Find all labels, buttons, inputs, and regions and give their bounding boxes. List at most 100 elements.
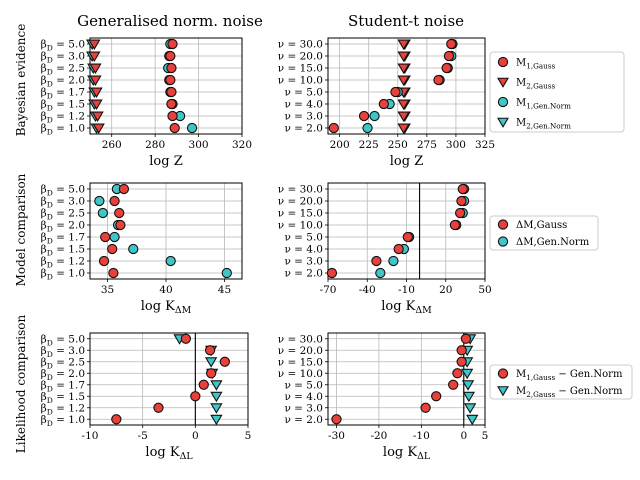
- column-title-gennorm: Generalised norm. noise: [77, 12, 263, 30]
- marker-gauss-circle: [460, 333, 472, 344]
- marker-gauss-circle: [166, 86, 177, 98]
- marker-gauss-circle: [100, 231, 111, 243]
- axes-frame: [327, 37, 486, 135]
- ytick-label: βD = 1.0: [41, 414, 85, 428]
- marker-gauss-circle: [371, 255, 382, 267]
- marker-gauss-circle: [390, 86, 401, 98]
- marker-gauss-circle: [331, 414, 342, 425]
- marker-gauss-circle: [452, 368, 463, 379]
- ytick-label: ν = 4.0: [284, 244, 323, 256]
- ytick-label: ν = 3.0: [284, 256, 323, 268]
- ytick-label: ν = 5.0: [284, 379, 323, 391]
- ytick-label: ν = 30.0: [278, 39, 323, 51]
- marker-gennorm-circle: [362, 122, 373, 134]
- ytick-label: βD = 2.5: [41, 63, 85, 77]
- marker-gennorm-circle: [165, 255, 176, 267]
- marker-gennorm-triangle: [461, 368, 474, 380]
- marker-gennorm-circle: [186, 122, 198, 134]
- legend-1: ΔM,Gauss ΔM,Gen.Norm: [489, 215, 599, 251]
- marker-gauss-triangle: [397, 63, 410, 75]
- xtick-label: -10: [82, 430, 99, 442]
- marker-gauss-circle: [378, 98, 389, 110]
- legend-box: [489, 51, 625, 133]
- marker-gauss-circle: [167, 110, 178, 122]
- ytick-label: βD = 1.2: [41, 402, 85, 416]
- marker-gauss-triangle: [89, 75, 102, 87]
- marker-gauss-circle: [107, 243, 118, 255]
- ytick-label: ν = 20.0: [278, 51, 323, 63]
- ytick-label: ν = 30.0: [278, 333, 323, 345]
- marker-gauss-triangle: [397, 75, 410, 87]
- legend-marker-triangle: [497, 77, 509, 88]
- ytick-label: βD = 3.0: [41, 196, 85, 210]
- marker-gauss-triangle: [397, 111, 410, 123]
- marker-gauss-circle: [433, 74, 444, 86]
- legend-label: M1,Gauss: [516, 58, 555, 71]
- marker-gauss-circle: [190, 391, 201, 402]
- ytick-label: βD = 2.5: [41, 356, 85, 370]
- ytick-label: βD = 1.2: [41, 111, 85, 125]
- ytick-label: βD = 1.0: [41, 123, 85, 137]
- ytick-label: ν = 10.0: [278, 220, 323, 232]
- ytick-label: βD = 1.7: [41, 379, 85, 393]
- legend-label: M1,Gen.Norm: [516, 98, 571, 111]
- xtick-label: 40: [159, 284, 172, 296]
- panel-likelihood-gennorm: βD = 1.0βD = 1.2βD = 1.5βD = 1.7βD = 2.0…: [41, 332, 251, 462]
- marker-gauss-circle: [448, 379, 459, 390]
- xaxis-label: log KΔM: [381, 299, 432, 316]
- marker-gauss-circle: [153, 402, 164, 413]
- panel-evidence-gennorm: βD = 1.0βD = 1.2βD = 1.5βD = 1.7βD = 2.0…: [41, 37, 252, 169]
- xaxis-label: log KΔM: [141, 299, 192, 316]
- ytick-label: βD = 1.0: [41, 268, 85, 282]
- legend-box: [489, 215, 599, 251]
- ytick-label: βD = 1.5: [41, 391, 85, 405]
- panel-model-studentt: ν = 2.0ν = 3.0ν = 4.0ν = 5.0ν = 10.0ν = …: [278, 182, 492, 316]
- xtick-label: 20: [439, 284, 452, 296]
- xtick-label: -70: [320, 284, 337, 296]
- marker-gennorm-circle: [109, 231, 120, 243]
- marker-gauss-circle: [431, 391, 442, 402]
- legend-label: M2,Gauss: [516, 78, 555, 91]
- legend-0: M1,Gauss M2,Gauss M1,Gen.Norm M2,Gen.Norm: [489, 51, 625, 133]
- ytick-label: βD = 2.5: [41, 208, 85, 222]
- marker-gauss-triangle: [90, 87, 103, 99]
- ytick-label: βD = 5.0: [41, 333, 85, 347]
- marker-gauss-triangle: [89, 63, 102, 75]
- ytick-label: ν = 10.0: [278, 75, 323, 87]
- marker-gennorm-triangle: [210, 391, 223, 403]
- ytick-label: βD = 5.0: [41, 184, 85, 198]
- ytick-label: βD = 1.2: [41, 256, 85, 270]
- xtick-label: 260: [102, 139, 122, 151]
- ytick-label: ν = 4.0: [284, 99, 323, 111]
- panel-evidence-studentt: ν = 2.0ν = 3.0ν = 4.0ν = 5.0ν = 10.0ν = …: [278, 37, 495, 169]
- marker-gauss-triangle: [397, 99, 410, 111]
- xtick-label: 275: [417, 139, 437, 151]
- axes-frame: [89, 332, 249, 426]
- marker-gennorm-triangle: [463, 403, 477, 414]
- ytick-label: ν = 15.0: [278, 356, 323, 368]
- marker-gauss-circle: [449, 219, 461, 231]
- marker-gauss-circle: [393, 243, 404, 255]
- panels: βD = 1.0βD = 1.2βD = 1.5βD = 1.7βD = 2.0…: [41, 37, 495, 462]
- marker-gauss-circle: [326, 267, 338, 279]
- ytick-label: βD = 3.0: [41, 345, 85, 359]
- xaxis-label: log KΔL: [145, 445, 192, 462]
- legend-label: ΔM,Gauss: [516, 220, 567, 231]
- xtick-label: -30: [328, 430, 345, 442]
- marker-gauss-circle: [456, 345, 467, 356]
- marker-gauss-circle: [457, 183, 468, 195]
- marker-gennorm-triangle: [210, 414, 223, 426]
- xtick-label: -5: [138, 430, 148, 442]
- xtick-label: 225: [359, 139, 379, 151]
- xtick-label: -20: [370, 430, 387, 442]
- marker-gauss-triangle: [88, 51, 101, 63]
- xaxis-label: log Z: [390, 154, 423, 169]
- marker-gennorm-triangle: [466, 414, 479, 426]
- xtick-label: 5: [482, 430, 489, 442]
- marker-gauss-circle: [198, 379, 209, 390]
- marker-gauss-circle: [205, 368, 217, 379]
- marker-gauss-circle: [169, 122, 180, 134]
- row-label-evidence: Bayesian evidence: [14, 24, 28, 137]
- axes-frame: [327, 332, 486, 426]
- marker-gauss-circle: [115, 219, 126, 231]
